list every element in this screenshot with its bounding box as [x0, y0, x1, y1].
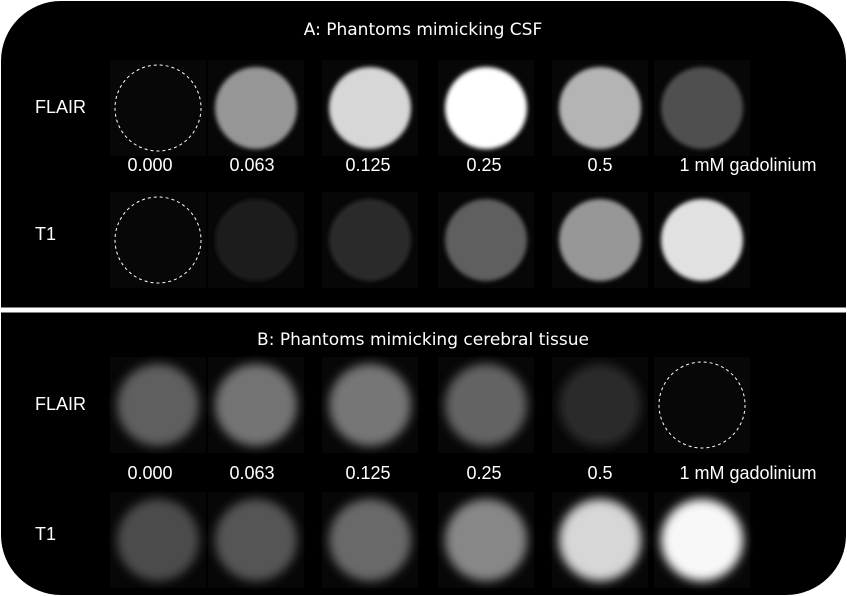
concentration-label: 0.25	[466, 155, 501, 175]
phantom	[215, 364, 297, 446]
phantom	[559, 199, 641, 281]
row-label: T1	[35, 224, 56, 244]
row-label: T1	[35, 524, 56, 544]
phantom	[445, 67, 527, 149]
image-tile	[110, 192, 206, 288]
phantom	[117, 499, 199, 581]
concentration-label: 1 mM gadolinium	[679, 463, 816, 483]
concentration-label: 0.063	[229, 155, 274, 175]
row-label: FLAIR	[35, 97, 86, 117]
row-label: FLAIR	[35, 394, 86, 414]
concentration-label: 0.125	[345, 155, 390, 175]
phantom	[215, 199, 297, 281]
concentration-label: 0.125	[345, 463, 390, 483]
phantom	[445, 199, 527, 281]
phantom	[329, 67, 411, 149]
concentration-label: 0.063	[229, 463, 274, 483]
concentration-label: 0.25	[466, 463, 501, 483]
phantom	[559, 67, 641, 149]
phantom	[329, 199, 411, 281]
concentration-label: 0.5	[587, 155, 612, 175]
figure: A: Phantoms mimicking CSF FLAIR T1 0.000 0.0…	[0, 0, 847, 596]
image-tile	[654, 357, 750, 453]
concentration-label: 1 mM gadolinium	[679, 155, 816, 175]
phantom	[215, 67, 297, 149]
phantom	[559, 499, 641, 581]
phantom	[329, 499, 411, 581]
phantom	[329, 364, 411, 446]
concentration-label: 0.000	[127, 463, 172, 483]
phantom	[661, 499, 743, 581]
phantom	[445, 499, 527, 581]
phantom	[661, 199, 743, 281]
image-tile	[110, 60, 206, 156]
phantom	[661, 67, 743, 149]
panel-title: A: Phantoms mimicking CSF	[304, 20, 542, 40]
phantom	[117, 364, 199, 446]
phantom	[215, 499, 297, 581]
phantom	[445, 364, 527, 446]
concentration-label: 0.5	[587, 463, 612, 483]
panel-title: B: Phantoms mimicking cerebral tissue	[257, 330, 589, 350]
concentration-label: 0.000	[127, 155, 172, 175]
phantom	[559, 364, 641, 446]
